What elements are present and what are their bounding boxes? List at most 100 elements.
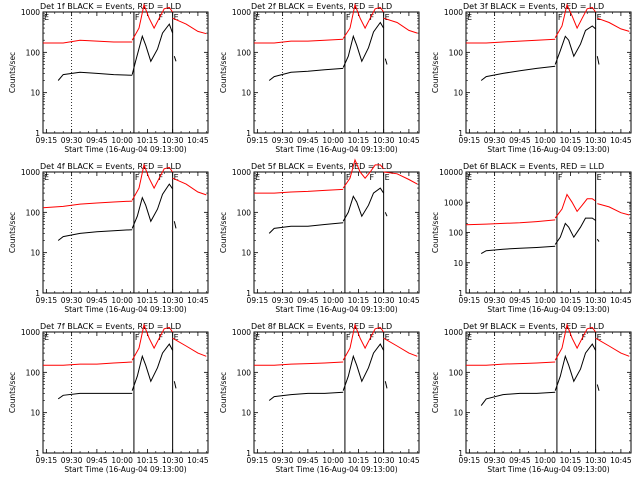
interval-annotation: E: [255, 173, 260, 182]
y-tick-label: 10: [453, 409, 463, 418]
plot-frame: [253, 171, 420, 294]
series-events-line: [131, 183, 174, 229]
series-lld-line: [342, 323, 385, 361]
series-lld-line: [172, 17, 207, 35]
y-tick-label: 100: [26, 208, 41, 217]
panel-det-1: Det 1f BLACK = Events, RED = LLD 1 10 100 10…: [8, 2, 209, 154]
y-axis-label: Counts/sec: [431, 372, 440, 413]
y-tick-label: 10: [453, 259, 463, 268]
series-events-line: [480, 65, 556, 81]
series-events-line: [342, 21, 385, 68]
panel-det-7: Det 7f BLACK = Events, RED = LLD 1 10 100 10…: [8, 322, 209, 474]
x-tick-label: 10:45: [187, 456, 209, 465]
interval-annotation: F: [558, 333, 563, 342]
y-axis-label: Counts/sec: [219, 372, 228, 413]
series-lld-line: [342, 3, 385, 39]
x-tick-label: 10:15: [137, 136, 159, 145]
series-events-line: [268, 222, 344, 234]
series-lld-line: [465, 219, 556, 226]
x-axis-label: Start Time (16-Aug-04 09:13:00): [64, 305, 186, 314]
interval-annotation: E: [174, 333, 179, 342]
y-tick-label: 10: [241, 89, 251, 98]
series-lld-line: [43, 39, 133, 44]
series-events-line: [384, 381, 388, 389]
x-tick-label: 09:15: [36, 136, 58, 145]
y-tick-label: 1000: [232, 8, 251, 17]
plot-frame: [42, 11, 209, 134]
x-tick-label: 10:15: [348, 456, 370, 465]
x-tick-label: 10:45: [398, 456, 420, 465]
interval-annotation: F: [558, 13, 563, 22]
interval-annotation: E: [44, 173, 49, 182]
series-lld-line: [383, 337, 418, 357]
series-lld-line: [342, 158, 384, 189]
x-tick-label: 10:30: [162, 136, 184, 145]
y-axis-label: Counts/sec: [8, 212, 17, 253]
series-events-line: [131, 343, 174, 391]
panel-title: Det 2f BLACK = Events, RED = LLD: [251, 2, 392, 11]
series-lld-line: [131, 163, 174, 201]
panel-title: Det 3f BLACK = Events, RED = LLD: [463, 2, 604, 11]
y-axis-label: Counts/sec: [8, 52, 17, 93]
series-lld-line: [43, 361, 133, 366]
y-tick-label: 10000: [439, 168, 463, 177]
panel-det-9: Det 9f BLACK = Events, RED = LLD 1 10 100 10…: [431, 322, 632, 474]
y-tick-label: 1000: [232, 328, 251, 337]
interval-annotation: F: [369, 13, 374, 22]
series-events-line: [554, 217, 596, 245]
series-events-line: [268, 391, 344, 401]
series-lld-line: [254, 361, 344, 366]
interval-annotation: F: [369, 173, 374, 182]
series-events-line: [384, 212, 388, 217]
x-tick-label: 10:15: [560, 136, 582, 145]
x-tick-label: 10:30: [162, 456, 184, 465]
x-axis-label: Start Time (16-Aug-04 09:13:00): [487, 305, 609, 314]
x-tick-label: 10:30: [162, 296, 184, 305]
series-events-line: [596, 238, 600, 242]
series-events-line: [57, 392, 133, 400]
x-axis-label: Start Time (16-Aug-04 09:13:00): [64, 465, 186, 474]
interval-annotation: E: [385, 333, 390, 342]
series-lld-line: [383, 17, 418, 34]
series-lld-line: [466, 38, 556, 44]
interval-annotation: F: [346, 173, 351, 182]
x-tick-label: 10:45: [187, 296, 209, 305]
y-axis-label: Counts/sec: [219, 52, 228, 93]
y-tick-label: 1: [35, 129, 40, 138]
x-tick-label: 09:45: [297, 136, 319, 145]
x-tick-label: 10:45: [610, 136, 632, 145]
interval-annotation: E: [467, 333, 472, 342]
x-tick-label: 10:45: [610, 296, 632, 305]
panel-det-8: Det 8f BLACK = Events, RED = LLD 1 10 100 10…: [219, 322, 420, 474]
interval-annotation: F: [369, 333, 374, 342]
interval-annotation: F: [158, 173, 163, 182]
x-tick-label: 10:30: [585, 296, 607, 305]
y-tick-label: 10: [30, 249, 40, 258]
interval-annotation: F: [135, 13, 140, 22]
y-tick-label: 100: [237, 368, 252, 377]
x-tick-label: 10:45: [398, 136, 420, 145]
y-tick-label: 1000: [444, 328, 463, 337]
y-tick-label: 10: [241, 249, 251, 258]
y-tick-label: 1000: [21, 168, 40, 177]
y-tick-label: 100: [449, 48, 464, 57]
y-tick-label: 100: [237, 48, 252, 57]
y-tick-label: 10: [30, 409, 40, 418]
plot-frame: [465, 331, 632, 454]
x-axis-label: Start Time (16-Aug-04 09:13:00): [487, 465, 609, 474]
y-tick-label: 1: [246, 129, 251, 138]
x-tick-label: 10:45: [398, 296, 420, 305]
panel-title: Det 8f BLACK = Events, RED = LLD: [251, 322, 392, 331]
y-tick-label: 1: [35, 289, 40, 298]
series-events-line: [554, 25, 596, 65]
interval-annotation: F: [558, 173, 563, 182]
y-axis-label: Counts/sec: [431, 212, 440, 253]
series-lld-line: [597, 203, 630, 216]
x-tick-label: 10:15: [137, 296, 159, 305]
x-tick-label: 10:00: [111, 136, 133, 145]
interval-annotation: E: [385, 13, 390, 22]
y-axis-label: Counts/sec: [431, 52, 440, 93]
series-lld-line: [554, 323, 597, 361]
x-tick-label: 09:15: [247, 456, 269, 465]
x-tick-label: 10:00: [534, 136, 556, 145]
